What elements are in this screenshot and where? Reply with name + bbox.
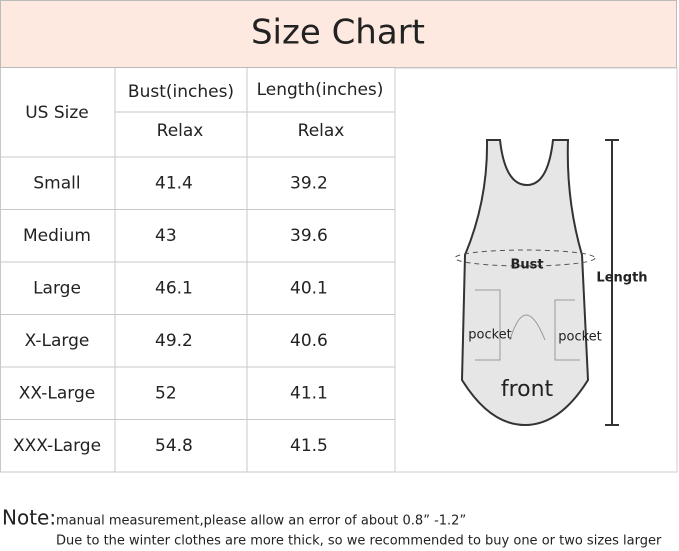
size-cell: X-Large (25, 331, 90, 351)
pocket-outline (475, 289, 580, 361)
bust-cell: 52 (155, 383, 177, 403)
size-cell: Small (33, 173, 80, 193)
bust-label: Bust (510, 258, 543, 273)
note-line: manual measurement,please allow an error… (56, 514, 466, 529)
length-cell: 39.6 (290, 226, 328, 246)
title-band (0, 0, 677, 68)
note-line: Due to the winter clothes are more thick… (56, 534, 662, 549)
seam (509, 314, 546, 341)
front-label: front (501, 377, 554, 402)
apron-diagram: Bust Length pocket pocket front (454, 139, 648, 427)
bust-measure (454, 249, 596, 267)
length-cell: 40.6 (290, 331, 328, 351)
size-cell: Medium (23, 226, 91, 246)
header-cell: Length(inches) (257, 80, 384, 100)
bust-cell: 46.1 (155, 278, 193, 298)
note-label: Note: (2, 506, 56, 530)
size-cell: XX-Large (19, 383, 95, 403)
header-cell: Bust(inches) (128, 82, 234, 102)
length-cell: 41.1 (290, 383, 328, 403)
size-table: US Size Bust(inches) Length(inches) Rela… (0, 68, 395, 473)
bust-cell: 49.2 (155, 331, 193, 351)
length-cell: 39.2 (290, 173, 328, 193)
title: Size Chart (251, 13, 425, 53)
pocket-label: pocket (558, 330, 602, 345)
header-cell: US Size (25, 103, 89, 123)
subheader-cell: Relax (157, 121, 204, 141)
bust-cell: 54.8 (155, 436, 193, 456)
pocket-label: pocket (468, 328, 512, 343)
size-cell: XXX-Large (13, 436, 101, 456)
bust-cell: 43 (155, 226, 177, 246)
length-cell: 41.5 (290, 436, 328, 456)
subheader-cell: Relax (298, 121, 345, 141)
apron-outline (460, 139, 590, 427)
length-label: Length (596, 271, 647, 286)
length-cell: 40.1 (290, 278, 328, 298)
bust-cell: 41.4 (155, 173, 193, 193)
size-cell: Large (33, 278, 81, 298)
